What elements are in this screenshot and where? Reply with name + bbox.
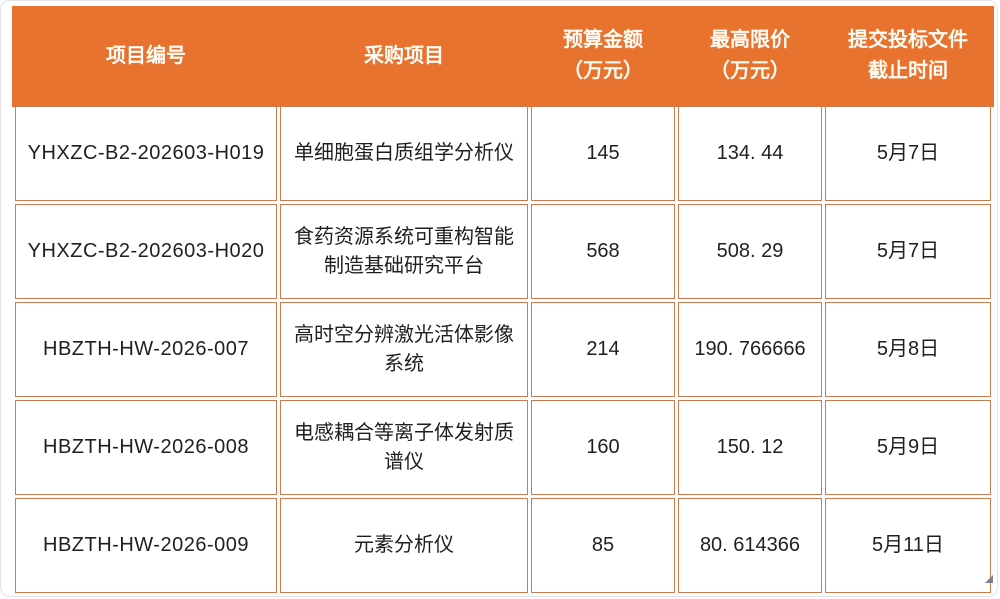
header-procurement-item: 采购项目	[280, 9, 528, 103]
table-header-row: 项目编号 采购项目 预算金额 （万元） 最高限价 （万元） 提交投标文件 截止时…	[15, 9, 991, 103]
cell-budget: 568	[531, 204, 675, 299]
table-row: HBZTH-HW-2026-009 元素分析仪 85 80. 614366 5月…	[15, 498, 991, 593]
table-row: YHXZC-B2-202603-H020 食药资源系统可重构智能制造基础研究平台…	[15, 204, 991, 299]
cell-max-price: 150. 12	[678, 400, 822, 495]
cell-deadline: 5月8日	[825, 302, 991, 397]
cell-project-no: HBZTH-HW-2026-009	[15, 498, 277, 593]
header-max-price: 最高限价 （万元）	[678, 9, 822, 103]
cell-max-price: 80. 614366	[678, 498, 822, 593]
table-row: YHXZC-B2-202603-H019 单细胞蛋白质组学分析仪 145 134…	[15, 106, 991, 201]
cell-project-no: YHXZC-B2-202603-H020	[15, 204, 277, 299]
header-project-no: 项目编号	[15, 9, 277, 103]
cell-deadline: 5月9日	[825, 400, 991, 495]
cell-max-price: 190. 766666	[678, 302, 822, 397]
cell-budget: 85	[531, 498, 675, 593]
cell-project-no: YHXZC-B2-202603-H019	[15, 106, 277, 201]
cell-budget: 145	[531, 106, 675, 201]
header-deadline: 提交投标文件 截止时间	[825, 9, 991, 103]
cell-budget: 214	[531, 302, 675, 397]
cell-item: 食药资源系统可重构智能制造基础研究平台	[280, 204, 528, 299]
table-row: HBZTH-HW-2026-008 电感耦合等离子体发射质谱仪 160 150.…	[15, 400, 991, 495]
cell-budget: 160	[531, 400, 675, 495]
cell-deadline: 5月11日	[825, 498, 991, 593]
cell-item: 单细胞蛋白质组学分析仪	[280, 106, 528, 201]
cell-project-no: HBZTH-HW-2026-007	[15, 302, 277, 397]
cell-deadline: 5月7日	[825, 204, 991, 299]
cell-max-price: 508. 29	[678, 204, 822, 299]
cell-deadline: 5月7日	[825, 106, 991, 201]
bid-projects-table: 项目编号 采购项目 预算金额 （万元） 最高限价 （万元） 提交投标文件 截止时…	[12, 6, 994, 596]
table-row: HBZTH-HW-2026-007 高时空分辨激光活体影像系统 214 190.…	[15, 302, 991, 397]
header-budget: 预算金额 （万元）	[531, 9, 675, 103]
cell-item: 高时空分辨激光活体影像系统	[280, 302, 528, 397]
cell-item: 元素分析仪	[280, 498, 528, 593]
table-resize-handle-icon	[985, 575, 993, 583]
cell-project-no: HBZTH-HW-2026-008	[15, 400, 277, 495]
cell-item: 电感耦合等离子体发射质谱仪	[280, 400, 528, 495]
cell-max-price: 134. 44	[678, 106, 822, 201]
